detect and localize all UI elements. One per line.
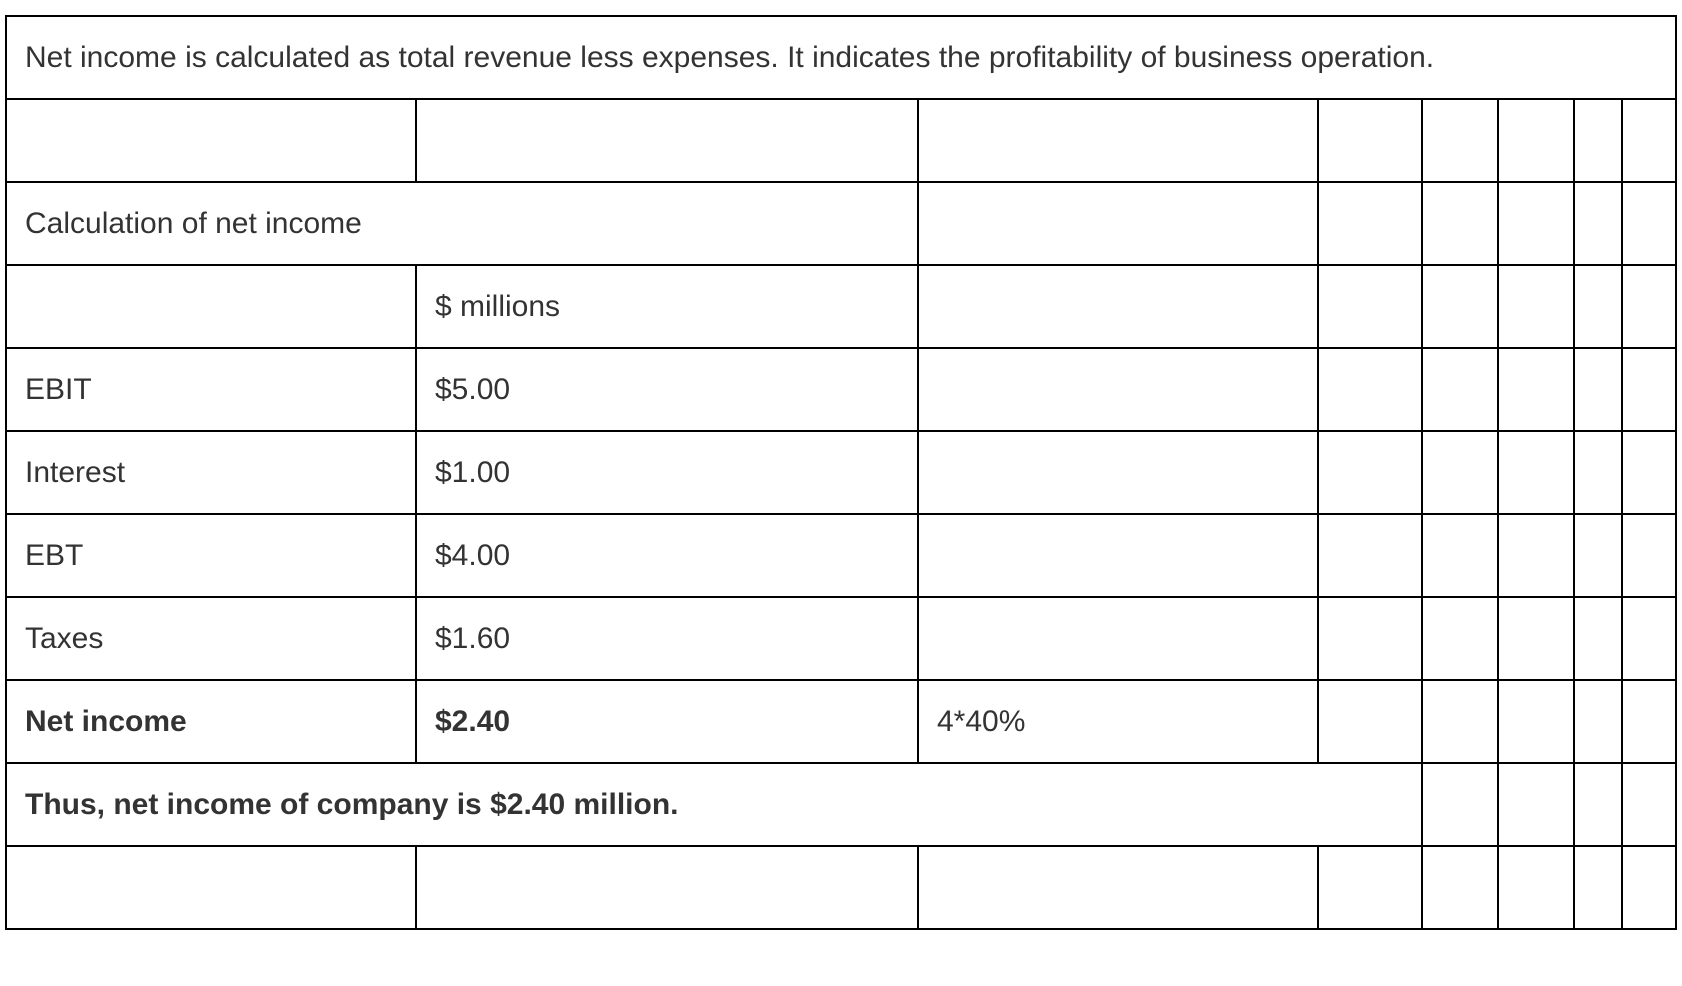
empty-cell — [1620, 264, 1678, 349]
empty-cell — [1421, 845, 1499, 930]
empty-cell — [1573, 513, 1623, 598]
empty-cell — [917, 98, 1319, 183]
conclusion-row: Thus, net income of company is $2.40 mil… — [5, 762, 1678, 847]
section-title-row: Calculation of net income — [5, 181, 1678, 266]
net-income-row: Net income $2.40 4*40% — [5, 679, 1678, 764]
table-row: EBT $4.00 — [5, 513, 1678, 598]
row-note: 4*40% — [917, 679, 1319, 764]
empty-cell — [1421, 596, 1499, 681]
empty-cell — [1497, 347, 1575, 432]
row-value: $4.00 — [415, 513, 919, 598]
empty-cell — [917, 181, 1319, 266]
empty-cell — [1620, 679, 1678, 764]
empty-cell — [1497, 596, 1575, 681]
empty-cell — [1497, 845, 1575, 930]
unit-header: $ millions — [415, 264, 919, 349]
row-note — [917, 513, 1319, 598]
row-label: Net income — [5, 679, 417, 764]
empty-cell — [1317, 98, 1423, 183]
empty-cell — [1421, 264, 1499, 349]
empty-cell — [415, 98, 919, 183]
empty-cell — [1573, 264, 1623, 349]
empty-cell — [1620, 596, 1678, 681]
empty-cell — [1573, 596, 1623, 681]
empty-cell — [1620, 845, 1678, 930]
table-row: Interest $1.00 — [5, 430, 1678, 515]
empty-cell — [1497, 98, 1575, 183]
empty-cell — [1421, 513, 1499, 598]
empty-cell — [1497, 430, 1575, 515]
row-label: Taxes — [5, 596, 417, 681]
row-value: $1.60 — [415, 596, 919, 681]
empty-cell — [1421, 98, 1499, 183]
table-row: EBIT $5.00 — [5, 347, 1678, 432]
table-row: Taxes $1.60 — [5, 596, 1678, 681]
row-note — [917, 596, 1319, 681]
empty-cell — [1421, 430, 1499, 515]
empty-cell — [1421, 762, 1499, 847]
empty-cell — [1573, 845, 1623, 930]
empty-cell — [1317, 679, 1423, 764]
empty-cell — [5, 845, 417, 930]
empty-cell — [917, 845, 1319, 930]
intro-text: Net income is calculated as total revenu… — [4, 15, 1678, 100]
empty-cell — [1497, 679, 1575, 764]
empty-cell — [1620, 762, 1678, 847]
empty-cell — [1317, 845, 1423, 930]
empty-cell — [1620, 181, 1678, 266]
empty-cell — [1573, 347, 1623, 432]
empty-cell — [1620, 430, 1678, 515]
empty-cell — [1573, 98, 1623, 183]
section-title: Calculation of net income — [5, 181, 919, 266]
empty-cell — [1573, 430, 1623, 515]
empty-cell — [1573, 679, 1623, 764]
net-income-calculation-table: Net income is calculated as total revenu… — [4, 15, 1678, 930]
empty-cell — [917, 264, 1319, 349]
empty-cell — [1317, 430, 1423, 515]
intro-row: Net income is calculated as total revenu… — [4, 15, 1678, 100]
empty-cell — [1497, 513, 1575, 598]
row-value: $2.40 — [415, 679, 919, 764]
empty-cell — [1317, 347, 1423, 432]
empty-cell — [1317, 264, 1423, 349]
conclusion-text: Thus, net income of company is $2.40 mil… — [5, 762, 1423, 847]
unit-header-row: $ millions — [5, 264, 1678, 349]
empty-cell — [5, 264, 417, 349]
empty-cell — [1421, 679, 1499, 764]
empty-cell — [1620, 98, 1678, 183]
empty-cell — [5, 98, 417, 183]
row-value: $1.00 — [415, 430, 919, 515]
row-label: EBIT — [5, 347, 417, 432]
empty-cell — [1497, 762, 1575, 847]
row-label: Interest — [5, 430, 417, 515]
empty-cell — [1317, 513, 1423, 598]
empty-cell — [1317, 596, 1423, 681]
row-value: $5.00 — [415, 347, 919, 432]
row-label: EBT — [5, 513, 417, 598]
empty-cell — [1317, 181, 1423, 266]
empty-cell — [415, 845, 919, 930]
empty-cell — [1421, 181, 1499, 266]
row-note — [917, 430, 1319, 515]
empty-cell — [1573, 762, 1623, 847]
empty-cell — [1620, 347, 1678, 432]
empty-cell — [1620, 513, 1678, 598]
empty-row — [5, 98, 1678, 183]
empty-cell — [1497, 264, 1575, 349]
empty-row — [5, 845, 1678, 930]
empty-cell — [1421, 347, 1499, 432]
empty-cell — [1497, 181, 1575, 266]
empty-cell — [1573, 181, 1623, 266]
row-note — [917, 347, 1319, 432]
